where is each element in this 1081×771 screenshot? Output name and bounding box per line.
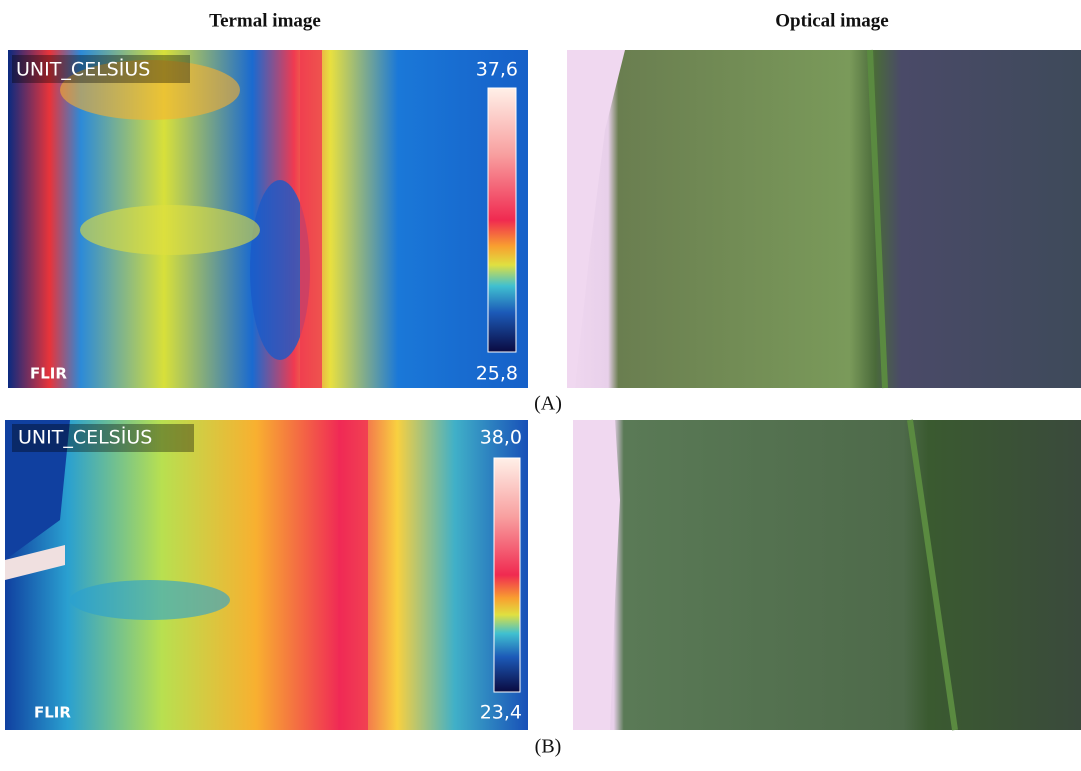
thermal-image-a: UNIT_CELSİUS 37,6 25,8 FLIR (8, 50, 528, 388)
max-temp: 37,6 (476, 59, 518, 81)
unit-label: UNIT_CELSİUS (16, 58, 150, 81)
panel-label: (A) (534, 393, 562, 415)
min-temp: 25,8 (476, 363, 518, 385)
header-left: Termal image (209, 10, 321, 31)
optical-image-a (567, 50, 1081, 388)
brand: FLIR (30, 365, 67, 383)
optical-image-b (573, 420, 1081, 730)
thermal-image-b: UNIT_CELSİUS 38,0 23,4 FLIR (5, 420, 528, 730)
unit-label: UNIT_CELSİUS (18, 426, 152, 449)
max-temp: 38,0 (480, 427, 522, 449)
min-temp: 23,4 (480, 702, 522, 724)
header-right: Optical image (775, 10, 888, 31)
panel-label: (B) (535, 736, 562, 758)
brand: FLIR (34, 704, 71, 722)
figure: Termal image Optical image UNIT_CELSİUS … (0, 0, 1081, 766)
